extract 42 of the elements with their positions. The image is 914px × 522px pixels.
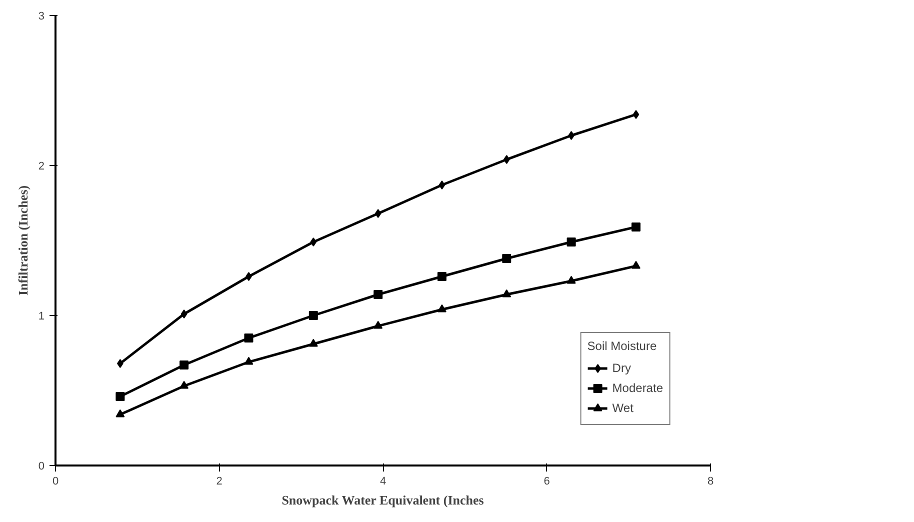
point bbox=[180, 310, 188, 318]
y-tick-label: 2 bbox=[38, 160, 45, 172]
point bbox=[308, 311, 318, 320]
point bbox=[566, 238, 576, 246]
point bbox=[374, 320, 383, 329]
x-tick-label: 8 bbox=[707, 476, 714, 488]
point bbox=[117, 359, 124, 368]
point bbox=[244, 334, 254, 342]
point bbox=[437, 304, 446, 312]
x-tick-label: 6 bbox=[544, 476, 550, 488]
point bbox=[310, 238, 317, 246]
point bbox=[374, 290, 383, 299]
legend-label: Dry bbox=[612, 361, 632, 375]
x-tick-label: 0 bbox=[52, 476, 59, 488]
point bbox=[246, 272, 252, 281]
point bbox=[502, 289, 512, 298]
y-axis-title: Infiltration (Inches) bbox=[15, 185, 30, 296]
point bbox=[566, 276, 576, 284]
x-tick-label: 2 bbox=[216, 476, 222, 488]
point bbox=[631, 260, 640, 269]
point bbox=[374, 209, 382, 218]
point bbox=[244, 356, 254, 365]
x-tick-label: 4 bbox=[380, 476, 386, 488]
point bbox=[180, 360, 189, 370]
point bbox=[631, 222, 640, 232]
point bbox=[308, 338, 318, 347]
point bbox=[437, 272, 446, 281]
legend-label: Moderate bbox=[612, 381, 663, 395]
point bbox=[180, 380, 189, 389]
y-tick-label: 3 bbox=[38, 10, 45, 22]
point bbox=[116, 392, 125, 401]
y-tick-label: 1 bbox=[38, 310, 45, 322]
legend-title: Soil Moisture bbox=[587, 339, 658, 353]
legend-label: Wet bbox=[612, 401, 634, 415]
point bbox=[632, 110, 640, 119]
point bbox=[503, 155, 510, 164]
point bbox=[116, 409, 125, 418]
y-tick-label: 0 bbox=[38, 460, 45, 472]
point bbox=[438, 180, 446, 190]
point bbox=[502, 254, 512, 263]
point bbox=[568, 131, 574, 140]
x-axis-title: Snowpack Water Equivalent (Inches bbox=[282, 492, 484, 508]
